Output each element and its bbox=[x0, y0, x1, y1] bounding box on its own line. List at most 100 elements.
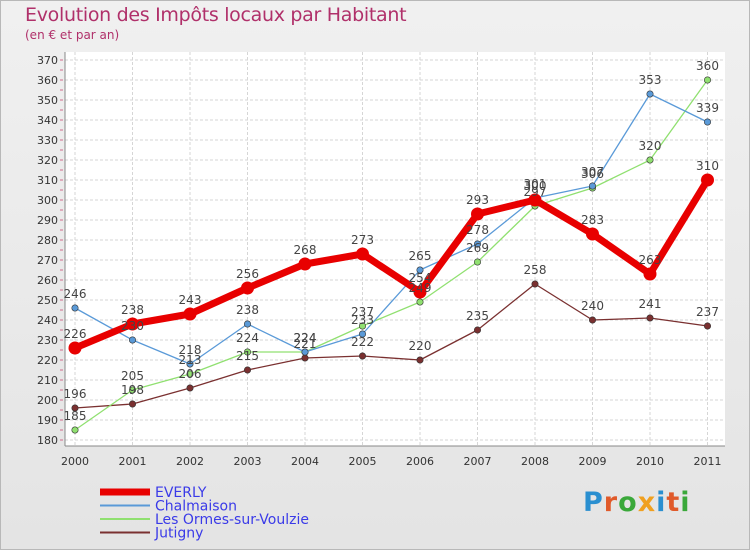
y-tick-label: 310 bbox=[37, 174, 58, 187]
data-label: 215 bbox=[236, 349, 259, 363]
y-tick-label: 260 bbox=[37, 274, 58, 287]
y-tick-label: 200 bbox=[37, 394, 58, 407]
data-point bbox=[183, 307, 197, 321]
data-point bbox=[416, 266, 424, 274]
data-label: 254 bbox=[409, 271, 432, 285]
data-point bbox=[646, 90, 654, 98]
data-label: 238 bbox=[121, 303, 144, 317]
y-tick-label: 280 bbox=[37, 234, 58, 247]
data-point bbox=[473, 326, 481, 334]
y-tick-label: 360 bbox=[37, 74, 58, 87]
logo-letter: o bbox=[618, 487, 638, 518]
data-label: 307 bbox=[581, 165, 604, 179]
data-label: 240 bbox=[581, 299, 604, 313]
y-tick-label: 220 bbox=[37, 354, 58, 367]
data-label: 241 bbox=[639, 297, 662, 311]
data-label: 220 bbox=[409, 339, 432, 353]
data-label: 233 bbox=[351, 313, 374, 327]
data-label: 269 bbox=[466, 241, 489, 255]
data-label: 205 bbox=[121, 369, 144, 383]
data-point bbox=[646, 314, 654, 322]
data-label: 360 bbox=[696, 59, 719, 73]
data-label: 256 bbox=[236, 267, 259, 281]
data-point bbox=[703, 76, 711, 84]
data-point bbox=[356, 247, 369, 261]
data-label: 213 bbox=[179, 353, 202, 367]
data-label: 235 bbox=[466, 309, 489, 323]
data-label: 301 bbox=[524, 177, 547, 191]
data-label: 310 bbox=[696, 159, 719, 173]
data-point bbox=[588, 182, 596, 190]
data-point bbox=[586, 227, 599, 241]
data-label: 198 bbox=[121, 383, 144, 397]
x-tick-label: 2006 bbox=[406, 455, 434, 468]
data-point bbox=[244, 348, 252, 356]
data-label: 278 bbox=[466, 223, 489, 237]
data-point bbox=[701, 173, 714, 187]
data-label: 224 bbox=[294, 331, 317, 345]
y-tick-label: 320 bbox=[37, 154, 58, 167]
data-point bbox=[71, 426, 79, 434]
x-tick-label: 2001 bbox=[119, 455, 147, 468]
data-point bbox=[588, 316, 596, 324]
x-tick-label: 2008 bbox=[521, 455, 549, 468]
data-point bbox=[413, 285, 427, 299]
data-point bbox=[358, 352, 366, 360]
chart-title: Evolution des Impôts locaux par Habitant bbox=[25, 4, 407, 26]
data-label: 226 bbox=[64, 327, 87, 341]
data-label: 224 bbox=[236, 331, 259, 345]
data-point bbox=[531, 280, 539, 288]
data-point bbox=[129, 400, 137, 408]
data-label: 237 bbox=[696, 305, 719, 319]
data-point bbox=[473, 240, 481, 248]
y-tick-label: 350 bbox=[37, 94, 58, 107]
x-tick-label: 2010 bbox=[636, 455, 664, 468]
proxiti-logo: Proxiti bbox=[583, 487, 691, 518]
data-label: 293 bbox=[466, 193, 489, 207]
y-tick-label: 270 bbox=[37, 254, 58, 267]
data-point bbox=[129, 386, 137, 394]
y-tick-label: 180 bbox=[37, 434, 58, 447]
logo-letter: i bbox=[656, 487, 667, 518]
series-line-chalmaison bbox=[74, 93, 709, 365]
y-tick-label: 190 bbox=[37, 414, 58, 427]
data-label: 263 bbox=[639, 253, 662, 267]
data-point bbox=[301, 354, 309, 362]
data-point bbox=[71, 404, 79, 412]
data-label: 185 bbox=[64, 409, 87, 423]
data-point bbox=[703, 322, 711, 330]
data-point bbox=[129, 336, 137, 344]
data-point bbox=[528, 193, 542, 207]
data-label: 339 bbox=[696, 101, 719, 115]
data-label: 246 bbox=[64, 287, 87, 301]
y-tick-label: 250 bbox=[37, 294, 58, 307]
data-label: 258 bbox=[524, 263, 547, 277]
logo-letter: r bbox=[603, 487, 619, 518]
y-tick-label: 300 bbox=[37, 194, 58, 207]
data-label: 297 bbox=[524, 185, 547, 199]
legend-label: EVERLY bbox=[155, 485, 207, 501]
data-point bbox=[471, 207, 484, 221]
data-point bbox=[703, 118, 711, 126]
data-label: 230 bbox=[121, 319, 144, 333]
data-point bbox=[71, 304, 79, 312]
data-point bbox=[473, 258, 481, 266]
data-point bbox=[358, 322, 366, 330]
legend-label: Jutigny bbox=[154, 526, 203, 542]
data-label: 249 bbox=[409, 281, 432, 295]
data-label: 243 bbox=[179, 293, 202, 307]
y-tick-label: 230 bbox=[37, 334, 58, 347]
data-point bbox=[298, 257, 312, 271]
plot-area bbox=[65, 52, 725, 446]
logo-letter: i bbox=[680, 487, 691, 518]
x-tick-label: 2009 bbox=[579, 455, 607, 468]
logo-letter: t bbox=[666, 487, 681, 518]
data-point bbox=[68, 341, 82, 355]
data-point bbox=[301, 348, 309, 356]
data-label: 320 bbox=[639, 139, 662, 153]
y-tick-label: 290 bbox=[37, 214, 58, 227]
data-point bbox=[358, 330, 366, 338]
y-tick-label: 210 bbox=[37, 374, 58, 387]
y-tick-label: 240 bbox=[37, 314, 58, 327]
